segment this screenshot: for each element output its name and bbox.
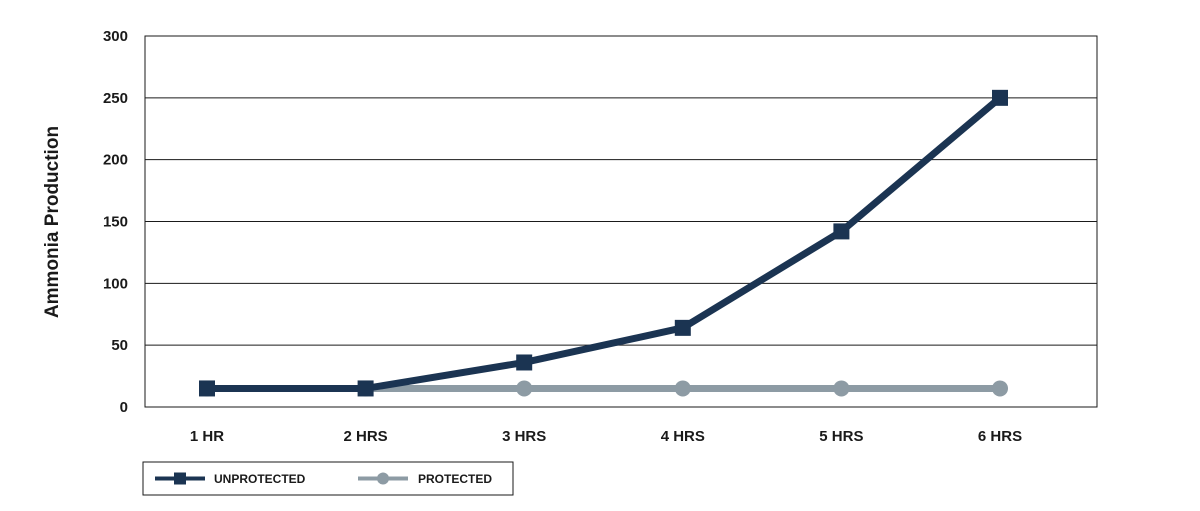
y-axis-label: Ammonia Production	[42, 126, 63, 318]
y-tick-label: 250	[103, 90, 128, 107]
data-point	[516, 354, 533, 371]
data-point	[674, 380, 691, 397]
data-point	[674, 319, 691, 336]
y-axis-ticks: 0 50 100 150 200 250 300	[103, 28, 128, 416]
plot-area-frame	[144, 35, 1098, 408]
y-tick-label: 300	[103, 28, 128, 45]
x-tick-label: 4 HRS	[661, 428, 705, 445]
data-point	[992, 380, 1008, 397]
x-tick-label: 2 HRS	[344, 428, 388, 445]
data-point	[199, 380, 215, 397]
legend-label: PROTECTED	[418, 472, 492, 486]
legend-label: UNPROTECTED	[214, 472, 306, 486]
y-tick-label: 150	[103, 214, 128, 231]
x-tick-label: 1 HR	[190, 428, 224, 445]
data-point	[992, 89, 1008, 106]
x-tick-label: 5 HRS	[819, 428, 863, 445]
legend-marker	[377, 472, 389, 485]
x-tick-label: 3 HRS	[502, 428, 546, 445]
y-tick-label: 0	[120, 399, 128, 416]
legend-marker	[174, 472, 186, 485]
data-point	[516, 380, 533, 397]
y-tick-label: 100	[103, 275, 128, 292]
legend: UNPROTECTED PROTECTED	[142, 461, 514, 496]
x-axis-ticks: 1 HR 2 HRS 3 HRS 4 HRS 5 HRS 6 HRS	[190, 428, 1022, 445]
gridlines	[145, 97, 1097, 346]
data-point	[833, 223, 850, 240]
x-tick-label: 6 HRS	[978, 428, 1022, 445]
data-point	[833, 380, 850, 397]
series-layer	[199, 89, 1008, 397]
legend-item-protected: PROTECTED	[358, 472, 492, 486]
series-unprotected	[199, 89, 1008, 397]
data-point	[357, 380, 374, 397]
series-line	[203, 94, 1004, 392]
legend-item-unprotected: UNPROTECTED	[155, 472, 306, 486]
y-tick-label: 50	[111, 337, 128, 354]
y-tick-label: 200	[103, 152, 128, 169]
